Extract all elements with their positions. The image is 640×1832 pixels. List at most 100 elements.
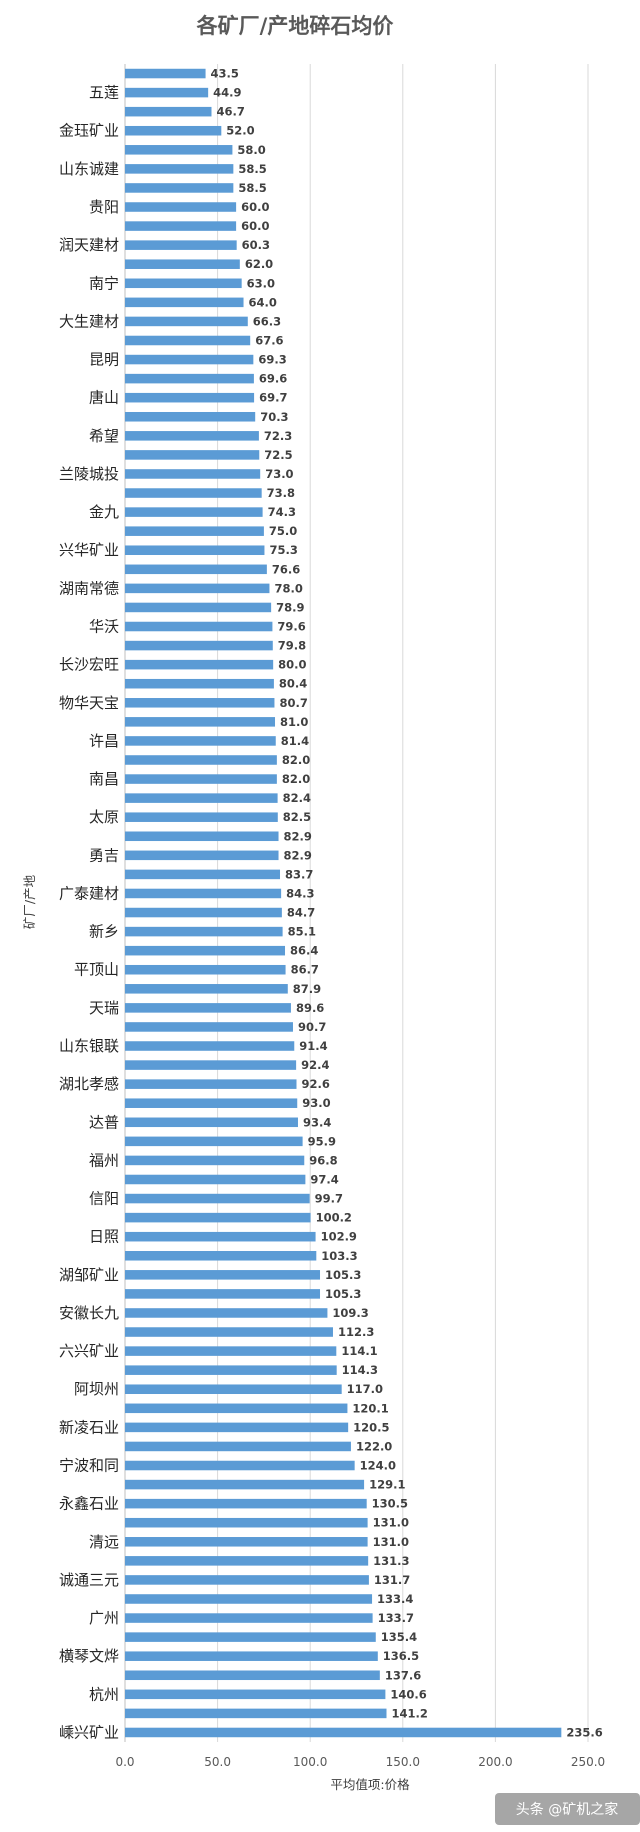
category-label: 华沃 — [89, 618, 119, 636]
category-label: 南宁 — [89, 274, 119, 292]
category-label: 大生建材 — [59, 312, 119, 330]
data-label: 82.5 — [283, 810, 311, 824]
data-label: 124.0 — [360, 1459, 396, 1473]
category-label: 广泰建材 — [59, 884, 119, 902]
bar — [125, 831, 279, 842]
bar — [125, 1041, 295, 1051]
bar — [125, 335, 251, 346]
data-label: 86.4 — [290, 944, 318, 958]
bar — [125, 869, 281, 880]
data-label: 72.5 — [264, 448, 292, 462]
bar — [125, 87, 209, 98]
category-label: 福州 — [89, 1151, 119, 1169]
data-label: 131.0 — [373, 1516, 409, 1530]
bar — [125, 1365, 337, 1375]
data-label: 81.4 — [281, 734, 309, 748]
data-label: 46.7 — [216, 105, 244, 119]
x-tick-label: 250.0 — [571, 1755, 605, 1769]
bar — [125, 945, 286, 956]
bar — [125, 297, 244, 308]
data-label: 73.0 — [265, 467, 293, 481]
data-label: 135.4 — [381, 1630, 417, 1644]
category-label: 唐山 — [89, 389, 119, 407]
data-label: 137.6 — [385, 1668, 421, 1682]
category-label: 金九 — [89, 503, 119, 521]
category-label: 阿坝州 — [74, 1380, 119, 1398]
data-label: 64.0 — [249, 295, 277, 309]
data-label: 75.0 — [269, 524, 297, 538]
data-label: 69.3 — [258, 353, 286, 367]
bar — [125, 717, 276, 727]
data-label: 117.0 — [347, 1382, 383, 1396]
category-label: 杭州 — [89, 1685, 119, 1703]
gridlines — [124, 64, 589, 1742]
bar — [125, 755, 277, 765]
data-label: 112.3 — [338, 1325, 374, 1339]
bar — [125, 888, 282, 899]
bar — [125, 68, 206, 79]
bar — [125, 621, 273, 632]
bar — [125, 1212, 311, 1223]
data-label: 62.0 — [245, 257, 273, 271]
category-label: 新乡 — [89, 923, 119, 941]
bar — [125, 698, 275, 708]
data-label: 73.8 — [267, 486, 295, 500]
x-axis-title: 平均值项:价格 — [330, 1777, 410, 1792]
bar — [125, 1689, 386, 1700]
bar — [125, 1174, 306, 1185]
category-label: 勇吉 — [89, 846, 119, 864]
bar — [125, 545, 265, 556]
category-label: 六兴矿业 — [59, 1342, 119, 1360]
bar — [125, 1517, 368, 1528]
data-label: 80.0 — [278, 658, 306, 672]
bar — [125, 984, 288, 994]
bar — [125, 526, 264, 536]
bar — [125, 221, 237, 231]
bar — [125, 1308, 328, 1318]
bar — [125, 1594, 373, 1604]
category-label: 信阳 — [89, 1190, 119, 1208]
category-label: 金珏矿业 — [59, 122, 119, 140]
data-label: 81.0 — [280, 715, 308, 729]
data-label: 66.3 — [253, 314, 281, 328]
bar — [125, 1613, 373, 1623]
data-label: 140.6 — [390, 1687, 426, 1701]
data-label: 131.0 — [373, 1535, 409, 1549]
bar — [125, 1422, 349, 1433]
data-label: 84.3 — [286, 886, 314, 900]
category-label: 清远 — [89, 1533, 119, 1551]
bar — [125, 1346, 337, 1356]
data-label: 58.5 — [238, 181, 266, 195]
bar — [125, 1403, 348, 1414]
data-label: 72.3 — [264, 429, 292, 443]
x-tick-label: 0.0 — [115, 1755, 134, 1769]
bar — [125, 278, 242, 289]
bar — [125, 1079, 297, 1089]
data-label: 131.7 — [374, 1573, 410, 1587]
data-label: 60.0 — [241, 219, 269, 233]
watermark: 头条 @矿机之家 — [495, 1793, 640, 1825]
data-label: 76.6 — [272, 562, 300, 576]
data-label: 60.0 — [241, 200, 269, 214]
category-label: 山东诚建 — [59, 160, 119, 178]
data-label: 83.7 — [285, 867, 313, 881]
bar — [125, 659, 274, 670]
bar — [125, 392, 255, 403]
data-label: 44.9 — [213, 86, 241, 100]
data-label: 105.3 — [325, 1287, 361, 1301]
category-label: 长沙宏旺 — [59, 656, 119, 674]
bar — [125, 354, 254, 365]
category-label: 湖邹矿业 — [59, 1266, 119, 1284]
data-label: 114.3 — [342, 1363, 378, 1377]
data-label: 58.0 — [237, 143, 265, 157]
bar — [125, 1327, 333, 1337]
data-label: 82.9 — [284, 829, 312, 843]
category-label: 物华天宝 — [59, 694, 119, 712]
data-label: 133.4 — [377, 1592, 413, 1606]
bar — [125, 1727, 562, 1738]
category-label: 安徽长九 — [59, 1304, 119, 1322]
data-label: 103.3 — [321, 1249, 357, 1263]
data-label: 100.2 — [316, 1211, 352, 1225]
x-tick-label: 150.0 — [386, 1755, 420, 1769]
category-label: 希望 — [89, 427, 119, 445]
